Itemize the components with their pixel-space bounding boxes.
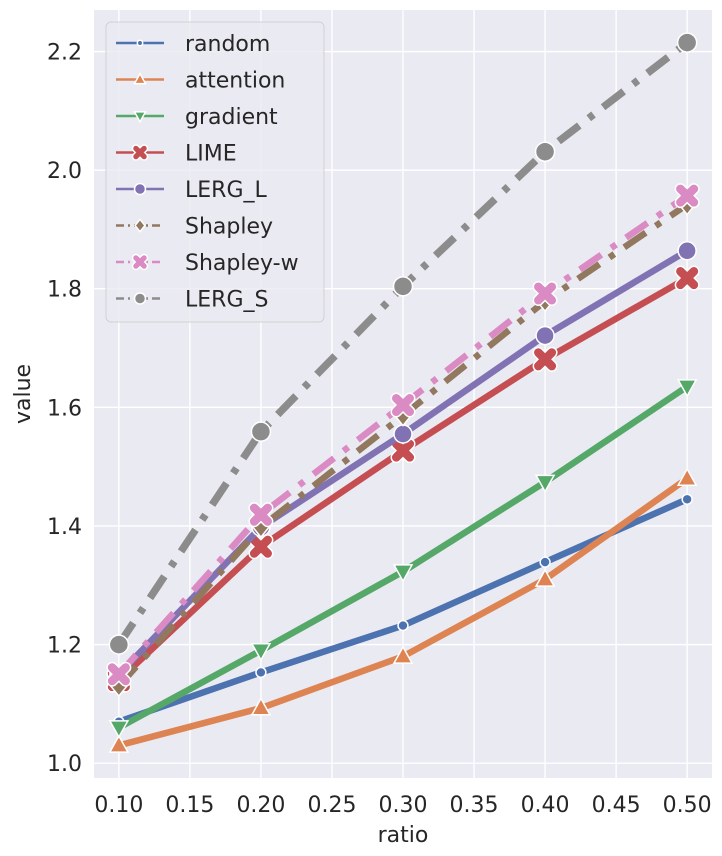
y-tick-label: 2.0 bbox=[47, 159, 82, 184]
legend-label: LERG_S bbox=[185, 288, 268, 313]
data-point bbox=[676, 467, 698, 487]
x-tick-label: 0.25 bbox=[307, 793, 356, 818]
x-tick-label: 0.20 bbox=[236, 793, 285, 818]
series-lerg-s bbox=[108, 32, 698, 655]
data-point bbox=[392, 564, 414, 583]
data-point bbox=[532, 280, 558, 307]
data-point bbox=[535, 325, 555, 346]
x-tick-label: 0.10 bbox=[94, 793, 143, 818]
legend-item: LERG_L bbox=[116, 178, 267, 203]
x-tick-label: 0.45 bbox=[592, 793, 641, 818]
legend-marker bbox=[131, 253, 149, 271]
data-point bbox=[250, 697, 272, 716]
data-point bbox=[534, 141, 556, 162]
legend-item: random bbox=[116, 32, 270, 57]
data-point bbox=[108, 734, 130, 753]
legend-label: Shapley bbox=[185, 215, 273, 240]
legend-marker bbox=[133, 72, 147, 85]
y-tick-label: 1.8 bbox=[47, 278, 82, 303]
legend-marker bbox=[133, 292, 147, 305]
x-tick-label: 0.40 bbox=[521, 793, 570, 818]
legend-item: Shapley bbox=[116, 215, 273, 240]
data-point bbox=[248, 502, 274, 528]
x-tick-label: 0.35 bbox=[450, 793, 499, 818]
data-point bbox=[676, 32, 698, 53]
x-tick-label: 0.50 bbox=[663, 793, 712, 818]
legend-label: gradient bbox=[185, 105, 278, 130]
legend-marker bbox=[133, 182, 147, 196]
data-point bbox=[390, 392, 416, 418]
y-tick-label: 1.6 bbox=[47, 396, 82, 421]
legend-label: LIME bbox=[185, 142, 237, 167]
legend-label: LERG_L bbox=[185, 178, 267, 203]
data-point bbox=[393, 424, 413, 444]
data-point bbox=[674, 265, 700, 291]
data-point bbox=[248, 534, 274, 560]
y-axis-title: value bbox=[11, 364, 36, 424]
data-point bbox=[255, 666, 267, 679]
legend-item: LIME bbox=[116, 142, 237, 167]
legend-marker bbox=[131, 144, 149, 161]
y-tick-label: 1.0 bbox=[47, 752, 82, 777]
legend: random attention gradient LIME LERG_L Shapley… bbox=[105, 21, 325, 323]
legend-item: Shapley-w bbox=[116, 251, 299, 276]
data-point bbox=[681, 493, 693, 505]
data-point bbox=[106, 661, 132, 687]
data-point bbox=[676, 379, 698, 398]
y-tick-labels: 1.0 1.2 1.4 1.6 1.8 2.0 2.2 bbox=[47, 41, 82, 778]
x-tick-label: 0.30 bbox=[379, 793, 428, 818]
data-point bbox=[390, 438, 416, 464]
data-point bbox=[108, 720, 130, 739]
data-point bbox=[392, 645, 414, 664]
x-tick-labels: 0.10 0.15 0.20 0.25 0.30 0.35 0.40 0.45 0.50 bbox=[94, 793, 711, 818]
legend-marker bbox=[136, 39, 144, 47]
series-shapley-w bbox=[106, 183, 700, 687]
data-point bbox=[534, 568, 556, 587]
legend-label: Shapley-w bbox=[185, 251, 299, 276]
legend-item: LERG_S bbox=[116, 288, 268, 313]
data-point bbox=[539, 556, 551, 568]
data-point bbox=[250, 421, 272, 442]
data-point bbox=[392, 276, 414, 297]
x-tick-label: 0.15 bbox=[165, 793, 214, 818]
legend-label: random bbox=[185, 32, 270, 57]
legend-label: attention bbox=[185, 69, 285, 94]
data-point bbox=[532, 346, 558, 372]
series-layer bbox=[106, 32, 700, 753]
data-point bbox=[674, 183, 700, 209]
legend-box bbox=[105, 21, 325, 323]
y-tick-label: 1.2 bbox=[47, 634, 82, 659]
data-point bbox=[534, 474, 556, 494]
data-point bbox=[397, 619, 409, 632]
legend-item: gradient bbox=[116, 105, 278, 130]
data-point bbox=[108, 634, 130, 655]
x-axis-title: ratio bbox=[378, 823, 429, 848]
legend-marker bbox=[134, 218, 146, 233]
series-gradient bbox=[108, 379, 698, 739]
data-point bbox=[250, 642, 272, 662]
legend-item: attention bbox=[116, 69, 285, 94]
legend-marker bbox=[133, 111, 147, 124]
y-tick-label: 1.4 bbox=[47, 515, 82, 540]
y-tick-label: 2.2 bbox=[47, 41, 82, 66]
series-attention bbox=[108, 467, 698, 753]
data-point bbox=[677, 241, 697, 261]
